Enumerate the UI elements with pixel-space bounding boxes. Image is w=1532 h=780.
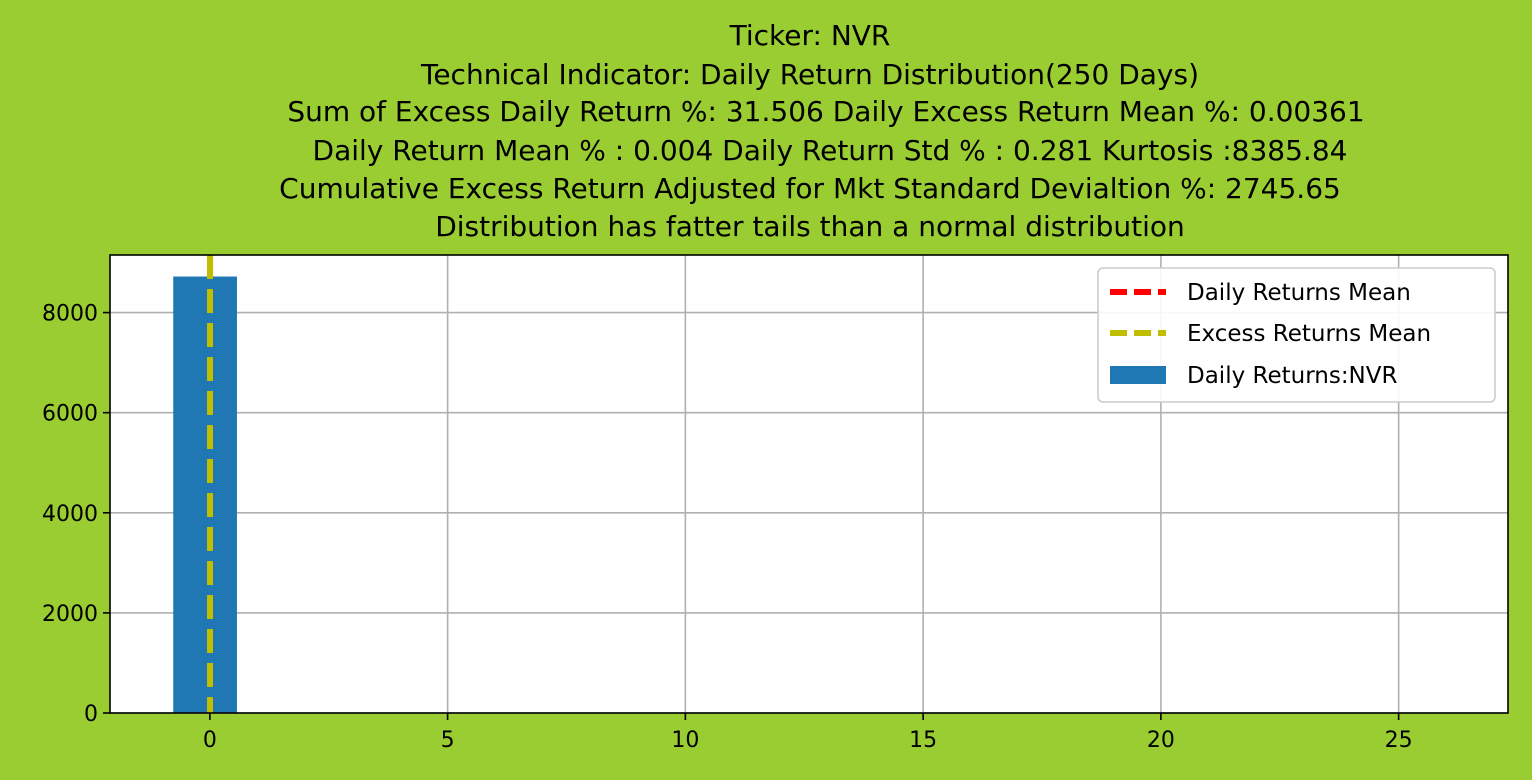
- legend-box: [1097, 267, 1496, 403]
- x-axis: 0 5 10 15 20 25: [203, 713, 1413, 753]
- title-line-distribution-note: Distribution has fatter tails than a nor…: [435, 210, 1185, 243]
- histogram-bar-0: [173, 276, 237, 713]
- legend-label-excess-mean: Excess Returns Mean: [1187, 321, 1431, 347]
- y-tick-label-2000: 2000: [42, 602, 98, 627]
- legend: Daily Returns Mean Excess Returns Mean D…: [1097, 267, 1496, 403]
- y-axis: 0 2000 4000 6000 8000: [42, 302, 110, 727]
- legend-label-daily-returns: Daily Returns:NVR: [1187, 363, 1398, 389]
- legend-label-daily-mean: Daily Returns Mean: [1187, 280, 1411, 306]
- legend-swatch-daily-returns: [1110, 366, 1166, 384]
- title-line-indicator: Technical Indicator: Daily Return Distri…: [420, 58, 1199, 91]
- x-tick-label-20: 20: [1147, 728, 1175, 753]
- histogram-bars: [173, 276, 237, 713]
- y-tick-label-0: 0: [84, 702, 98, 727]
- x-tick-label-25: 25: [1385, 728, 1413, 753]
- title-line-return-stats: Daily Return Mean % : 0.004 Daily Return…: [313, 134, 1348, 167]
- plot-frame: [109, 254, 1509, 714]
- y-tick-label-6000: 6000: [42, 402, 98, 427]
- chart-title: Ticker: NVR Technical Indicator: Daily R…: [279, 19, 1365, 243]
- title-line-cumulative: Cumulative Excess Return Adjusted for Mk…: [279, 172, 1341, 205]
- title-line-ticker: Ticker: NVR: [729, 19, 891, 52]
- x-tick-label-0: 0: [203, 728, 217, 753]
- y-tick-label-8000: 8000: [42, 302, 98, 327]
- x-tick-label-15: 15: [909, 728, 937, 753]
- title-line-excess-stats: Sum of Excess Daily Return %: 31.506 Dai…: [287, 95, 1364, 128]
- y-tick-label-4000: 4000: [42, 502, 98, 527]
- x-tick-label-5: 5: [441, 728, 455, 753]
- x-tick-label-10: 10: [671, 728, 699, 753]
